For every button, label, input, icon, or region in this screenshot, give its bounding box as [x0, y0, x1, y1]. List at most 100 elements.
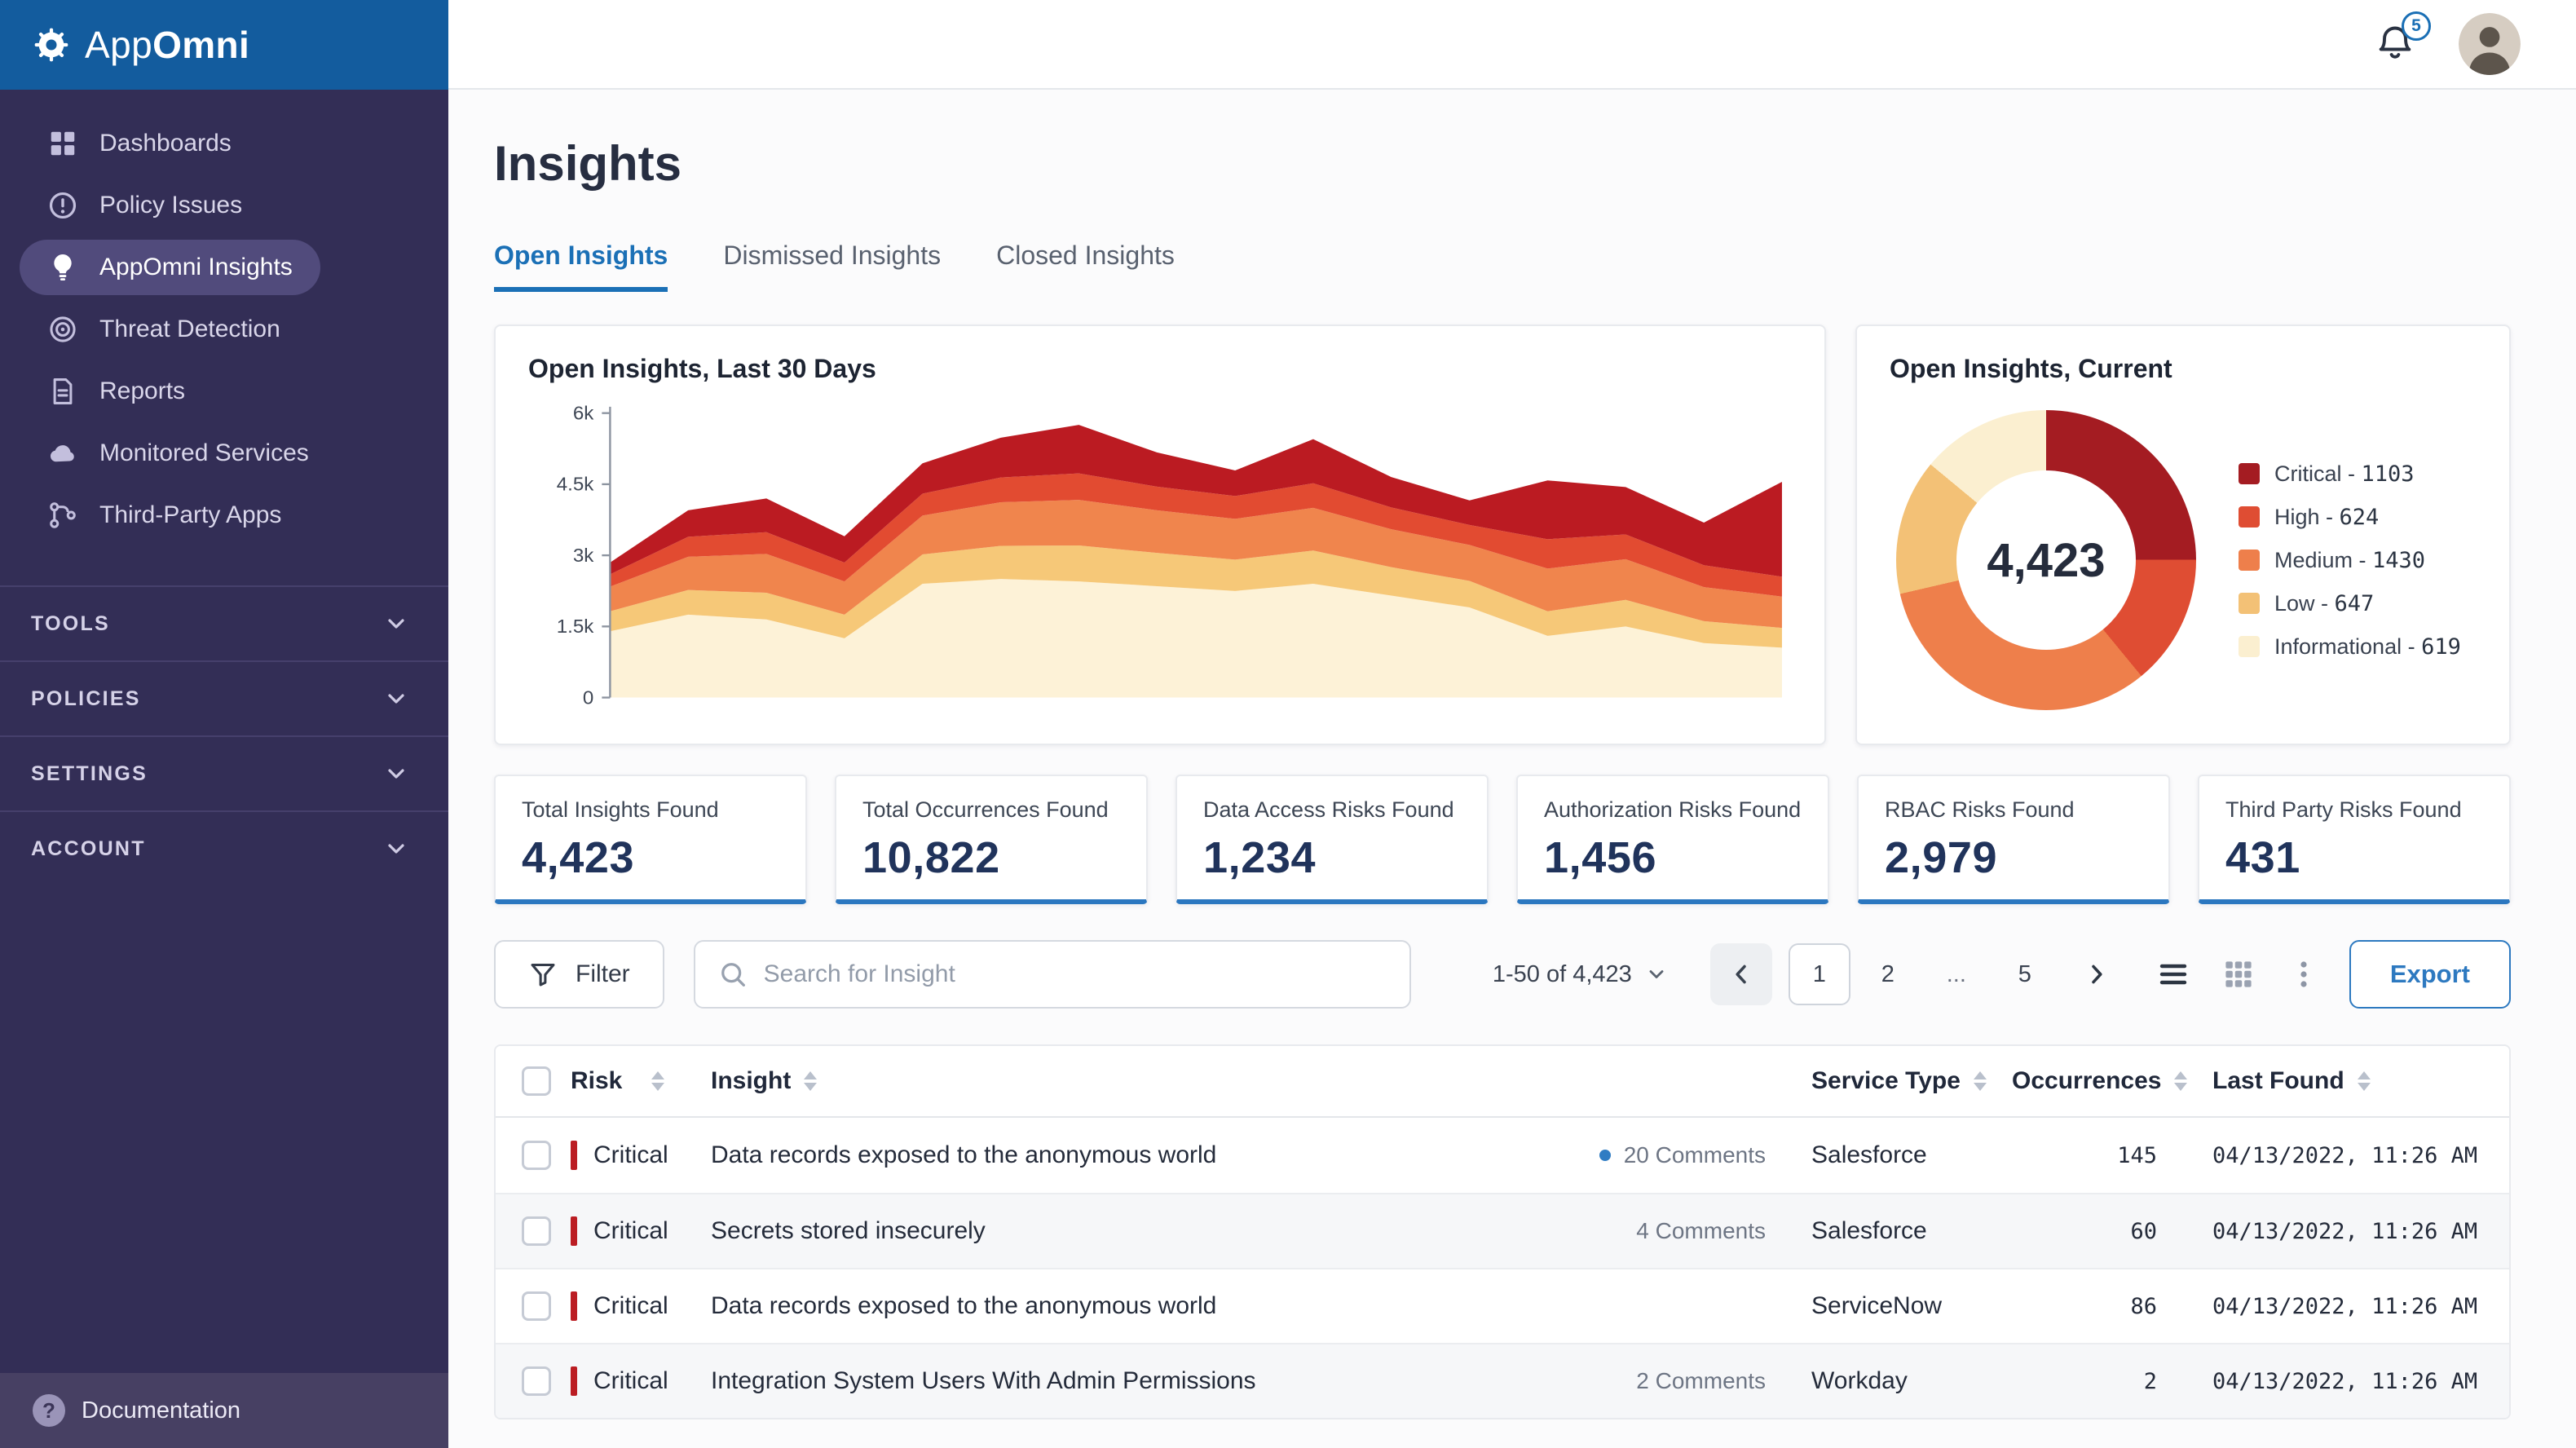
select-all-checkbox[interactable] — [522, 1066, 551, 1096]
insight-link[interactable]: Data records exposed to the anonymous wo… — [711, 1292, 1217, 1319]
legend-item-high: High - 624 — [2239, 505, 2461, 530]
legend-label: High - — [2274, 504, 2340, 529]
comments-link[interactable]: 2 Comments — [1636, 1368, 1766, 1393]
sort-icon — [804, 1071, 818, 1091]
legend-label: Critical - — [2274, 461, 2362, 486]
tab-dismissed-insights[interactable]: Dismissed Insights — [723, 241, 942, 270]
risk-severity-bar — [571, 1291, 577, 1321]
sidebar-item-appomni-insights[interactable]: AppOmni Insights — [20, 240, 320, 295]
last-found-cell: 04/13/2022, 11:26 AM — [2212, 1142, 2478, 1168]
sidebar-item-policy-issues[interactable]: Policy Issues — [20, 178, 270, 233]
insight-link[interactable]: Data records exposed to the anonymous wo… — [711, 1141, 1217, 1168]
stat-value: 1,456 — [1544, 833, 1657, 882]
sidebar-footer-documentation[interactable]: ? Documentation — [0, 1373, 448, 1448]
page-range-dropdown[interactable]: 1-50 of 4,423 — [1493, 961, 1668, 988]
sidebar-section-policies[interactable]: POLICIES — [0, 660, 448, 735]
row-checkbox[interactable] — [522, 1366, 551, 1396]
funnel-icon — [528, 960, 558, 989]
comments-link[interactable]: 4 Comments — [1636, 1218, 1766, 1243]
column-header-service-type[interactable]: Service Type — [1775, 1067, 2012, 1095]
occurrences-cell: 86 — [2130, 1293, 2157, 1319]
sidebar-item-dashboards[interactable]: Dashboards — [20, 116, 259, 171]
sidebar-item-label: Policy Issues — [99, 192, 243, 219]
select-all-cell — [496, 1066, 571, 1096]
insights-table: Risk Insight Service Type Occurrences Last F… — [494, 1044, 2511, 1419]
sidebar-item-reports[interactable]: Reports — [20, 364, 213, 419]
sidebar-item-monitored-services[interactable]: Monitored Services — [20, 426, 337, 481]
legend-item-critical: Critical - 1103 — [2239, 461, 2461, 487]
column-header-insight[interactable]: Insight — [711, 1067, 1466, 1095]
user-avatar[interactable] — [2459, 13, 2521, 75]
table-row[interactable]: Critical Integration System Users With Ad… — [496, 1343, 2509, 1418]
column-header-occurrences[interactable]: Occurrences — [2012, 1067, 2188, 1095]
sidebar-item-label: AppOmni Insights — [99, 254, 293, 280]
tab-open-insights[interactable]: Open Insights — [494, 241, 668, 292]
table-row[interactable]: Critical Data records exposed to the anon… — [496, 1268, 2509, 1343]
table-row[interactable]: Critical Secrets stored insecurely 4 Comme… — [496, 1193, 2509, 1268]
chevron-down-icon — [383, 686, 409, 712]
table-row[interactable]: Critical Data records exposed to the anon… — [496, 1118, 2509, 1193]
service-type-cell: Salesforce — [1811, 1217, 1927, 1244]
threat-detection-icon — [47, 314, 78, 345]
sidebar-sections: TOOLS POLICIES SETTINGS ACCOUNT — [0, 585, 448, 885]
sidebar-section-account[interactable]: ACCOUNT — [0, 810, 448, 885]
filter-button[interactable]: Filter — [494, 940, 664, 1009]
stat-label: Third Party Risks Found — [2225, 797, 2462, 822]
grid-view-button[interactable] — [2222, 958, 2255, 991]
charts-row: Open Insights, Last 30 Days 0 1.5k 3k 4.5k 6… — [494, 324, 2511, 745]
pagination: 1 2... 5 — [1788, 943, 2056, 1005]
next-page-button[interactable] — [2066, 943, 2128, 1005]
page-button-5[interactable]: 5 — [1994, 943, 2056, 1005]
view-toggle-group — [2157, 958, 2320, 991]
main-area: 5 Insights Open Insights Dismissed Insigh… — [448, 0, 2576, 1448]
more-options-kebab-button[interactable] — [2287, 958, 2320, 991]
search-box[interactable] — [693, 940, 1411, 1009]
chevron-down-icon — [383, 611, 409, 637]
stat-label: RBAC Risks Found — [1885, 797, 2075, 822]
section-label: SETTINGS — [31, 762, 148, 785]
risk-cell: Critical — [571, 1216, 711, 1246]
table-toolbar: Filter 1-50 of 4,423 — [494, 940, 2511, 1009]
search-input[interactable] — [763, 960, 1387, 988]
row-checkbox[interactable] — [522, 1141, 551, 1170]
service-type-cell: Workday — [1811, 1367, 1908, 1394]
sort-icon — [2357, 1071, 2371, 1091]
prev-page-button[interactable] — [1709, 943, 1772, 1005]
stat-card-total-insights-found: Total Insights Found 4,423 — [494, 775, 807, 904]
page-button-2[interactable]: 2 — [1857, 943, 1919, 1005]
insight-link[interactable]: Integration System Users With Admin Perm… — [711, 1367, 1256, 1394]
brand-logo[interactable]: AppOmni — [0, 0, 448, 90]
stat-card-rbac-risks-found: RBAC Risks Found 2,979 — [1857, 775, 2170, 904]
page-button-1[interactable]: 1 — [1788, 943, 1850, 1005]
tab-closed-insights[interactable]: Closed Insights — [996, 241, 1175, 270]
svg-text:6k: 6k — [573, 403, 594, 425]
column-header-risk[interactable]: Risk — [571, 1067, 711, 1095]
table-header-row: Risk Insight Service Type Occurrences Last F… — [496, 1046, 2509, 1118]
sidebar-item-label: Threat Detection — [99, 316, 280, 342]
stats-row: Total Insights Found 4,423 Total Occurrenc… — [494, 775, 2511, 904]
table-body: Critical Data records exposed to the anon… — [496, 1118, 2509, 1418]
brand-name: AppOmni — [85, 24, 250, 66]
column-header-last-found[interactable]: Last Found — [2183, 1067, 2509, 1095]
bell-icon — [2374, 23, 2416, 65]
last-found-cell: 04/13/2022, 11:26 AM — [2212, 1218, 2478, 1244]
legend-label: Low - — [2274, 590, 2335, 616]
row-checkbox[interactable] — [522, 1216, 551, 1246]
row-check-cell — [496, 1141, 571, 1170]
row-checkbox[interactable] — [522, 1291, 551, 1321]
legend-value: 619 — [2421, 634, 2461, 660]
list-view-button[interactable] — [2157, 958, 2190, 991]
sidebar-section-settings[interactable]: SETTINGS — [0, 735, 448, 810]
notifications-button[interactable]: 5 — [2374, 11, 2431, 65]
sidebar-item-threat-detection[interactable]: Threat Detection — [20, 302, 308, 357]
insight-link[interactable]: Secrets stored insecurely — [711, 1217, 986, 1244]
sidebar-section-tools[interactable]: TOOLS — [0, 585, 448, 660]
donut-body: 4,423 Critical - 1103 High - 624 Medium - … — [1890, 410, 2477, 710]
stat-label: Total Occurrences Found — [862, 797, 1109, 822]
export-button[interactable]: Export — [2349, 940, 2511, 1009]
risk-severity-bar — [571, 1216, 577, 1246]
sidebar-item-third-party-apps[interactable]: Third-Party Apps — [20, 488, 309, 543]
sidebar: AppOmni Dashboards Policy Issues AppOmni I… — [0, 0, 448, 1448]
sort-icon — [1973, 1071, 1987, 1091]
comments-link[interactable]: 20 Comments — [1466, 1142, 1775, 1168]
